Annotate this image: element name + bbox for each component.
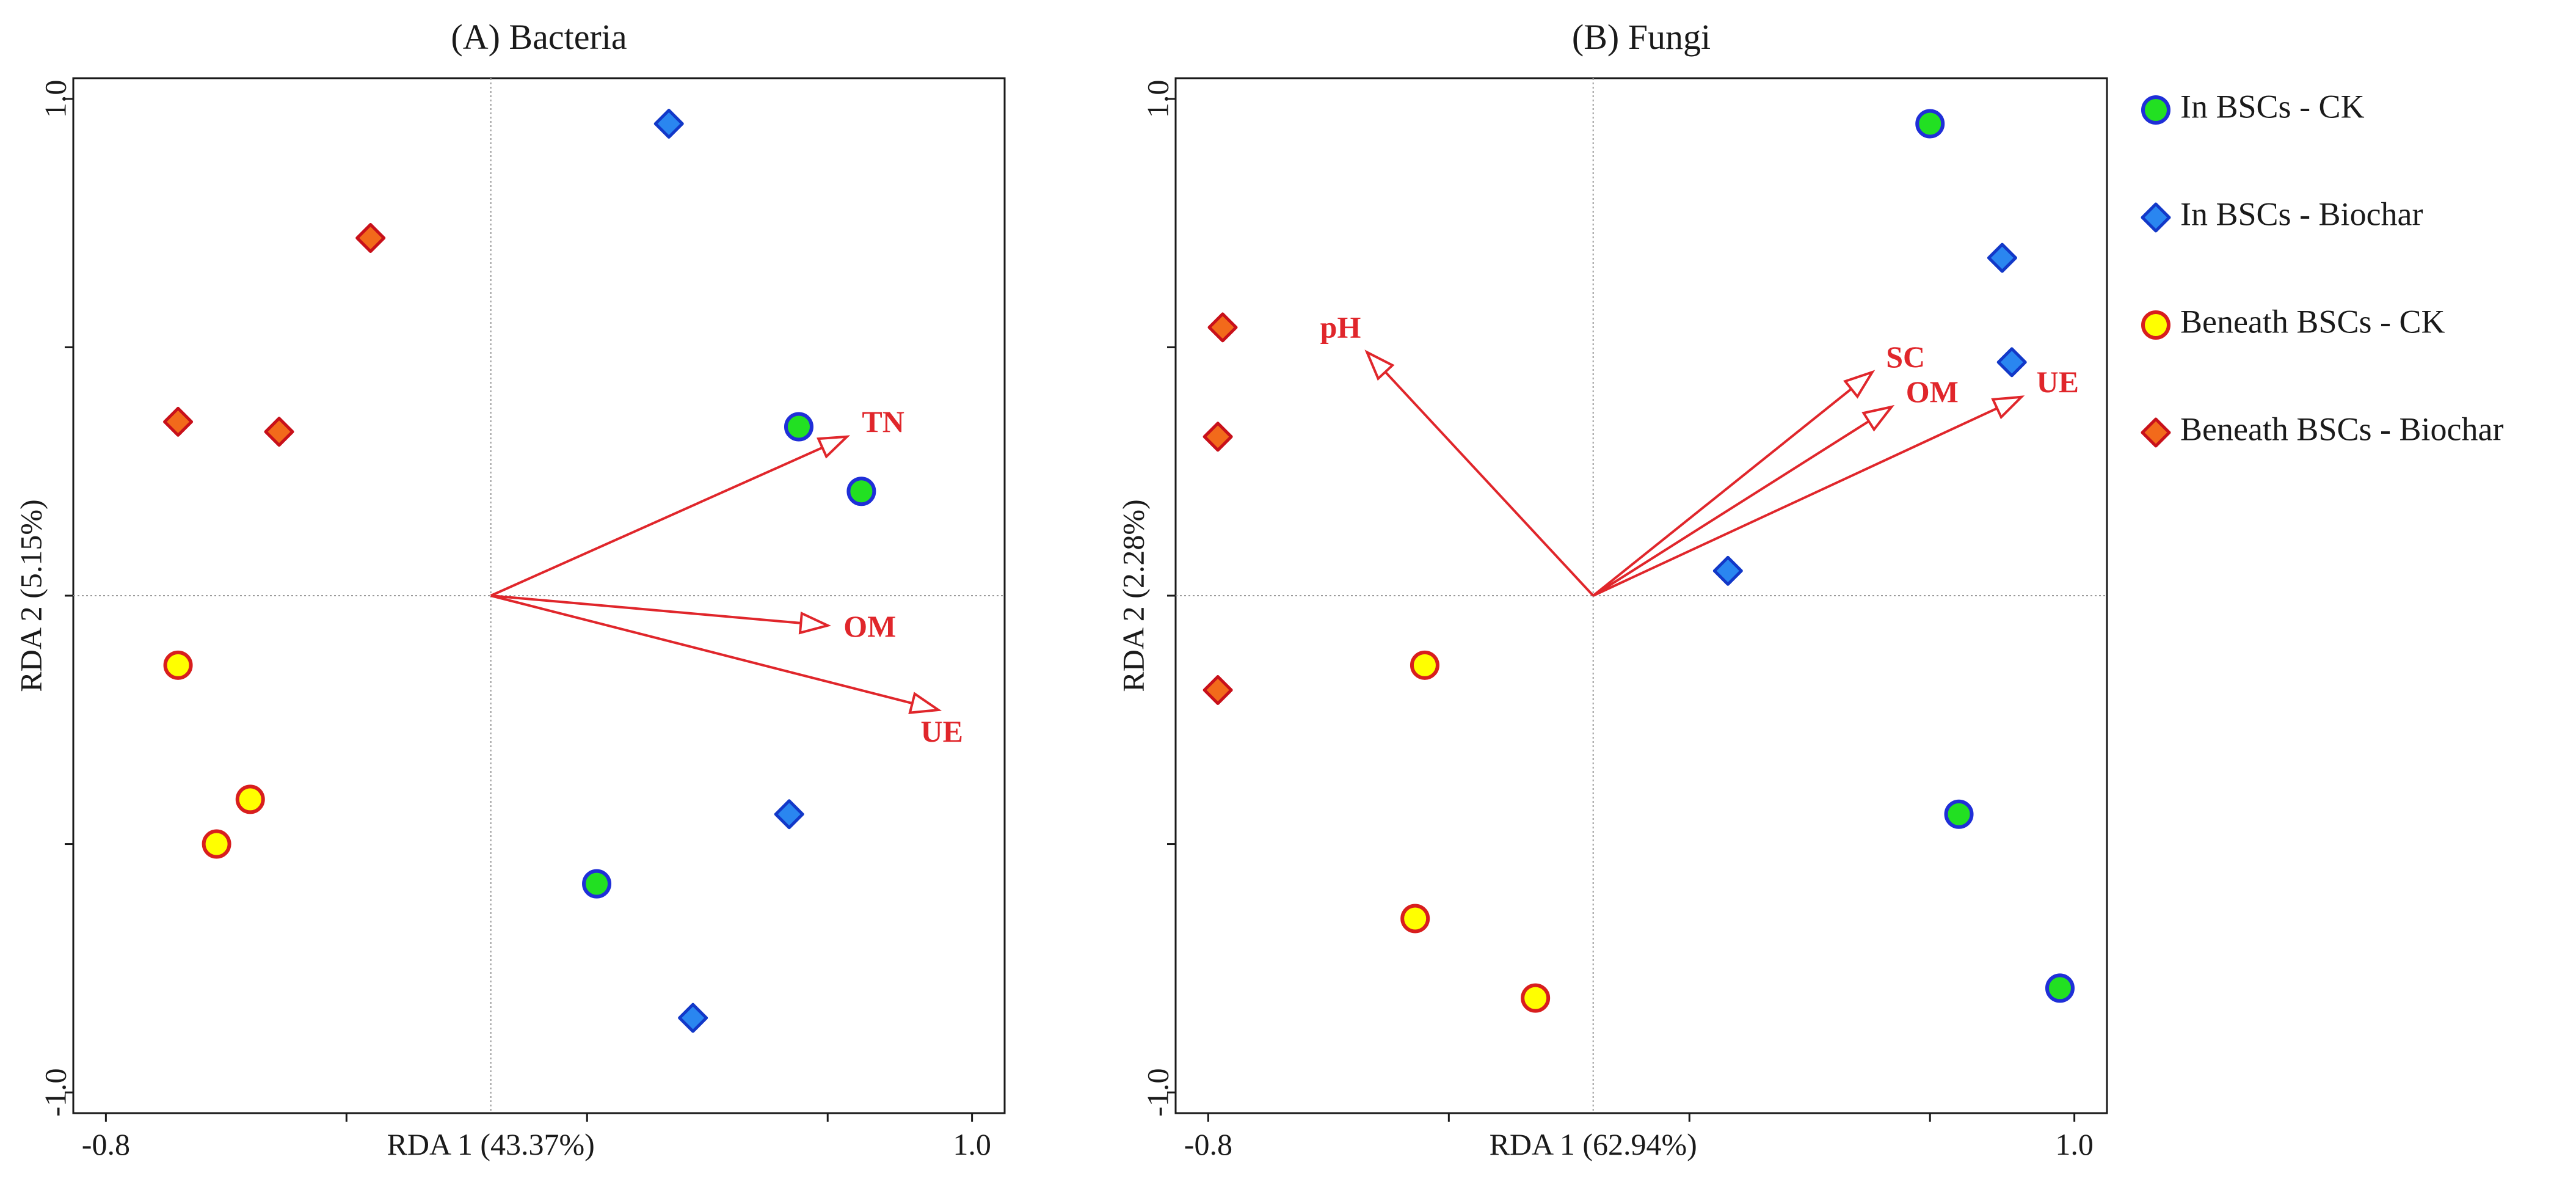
- series-in-bscs-ck: [582, 412, 876, 899]
- data-point: [2045, 973, 2075, 1003]
- panels: -0.8 1.0 1.0 -1.0 (A) Bacteria RDA 1 (43.37%)…: [13, 17, 2108, 1161]
- data-point: [1410, 650, 1439, 680]
- y-tick-label: -1.0: [1140, 1069, 1174, 1117]
- x-tick-label: 1.0: [2055, 1127, 2094, 1161]
- y-axis-label: RDA 2 (2.28%): [1116, 499, 1150, 692]
- y-tick-label: -1.0: [38, 1069, 72, 1117]
- x-axis-label: RDA 1 (43.37%): [387, 1127, 595, 1161]
- chart-title: (B) Fungi: [1572, 17, 1711, 57]
- x-tick-label: -0.8: [1184, 1127, 1232, 1161]
- data-point: [678, 1003, 708, 1033]
- series-in-bscs-biochar: [1712, 243, 2027, 586]
- data-point: [202, 829, 231, 859]
- arrow-label: UE: [2036, 365, 2078, 399]
- arrow-label: OM: [1906, 375, 1959, 409]
- x-tick-label: -0.8: [82, 1127, 130, 1161]
- arrow-sc: SC: [1592, 340, 1925, 597]
- arrow-label: pH: [1320, 310, 1361, 345]
- data-point: [1712, 555, 1743, 586]
- data-point: [1944, 799, 1974, 829]
- y-tick-label: 1.0: [1140, 80, 1174, 119]
- data-point: [582, 869, 612, 899]
- arrow-label: SC: [1886, 340, 1925, 374]
- arrow-head: [798, 611, 832, 635]
- legend-marker: [2141, 202, 2171, 233]
- data-point: [1400, 904, 1430, 934]
- legend-marker: [2141, 310, 2170, 340]
- arrow-ue: UE: [1592, 365, 2079, 597]
- series-beneath-bscs-biochar: [163, 223, 386, 447]
- arrow-om: OM: [1592, 375, 1959, 597]
- series-beneath-bscs-ck: [1400, 650, 1551, 1013]
- arrow-head: [1991, 395, 2025, 420]
- arrow-shaft: [1592, 388, 1852, 597]
- arrow-label: OM: [843, 609, 896, 643]
- arrow-ue: UE: [490, 594, 963, 748]
- data-point: [774, 799, 804, 830]
- arrow-head: [817, 435, 851, 459]
- data-point: [1202, 674, 1233, 705]
- data-point: [163, 650, 193, 680]
- arrow-shaft: [490, 594, 913, 705]
- data-point: [653, 109, 684, 139]
- arrow-label: TN: [862, 404, 904, 439]
- series-in-bscs-ck: [1915, 109, 2075, 1003]
- data-point: [1996, 347, 2027, 378]
- legend-item: Beneath BSCs - CK: [2141, 303, 2445, 340]
- x-tick-label: 1.0: [953, 1127, 991, 1161]
- arrow-om: OM: [490, 594, 896, 643]
- panel-1: -0.8 1.0 1.0 -1.0 (B) Fungi RDA 1 (62.94%) RDA…: [1116, 17, 2108, 1161]
- data-point: [264, 417, 294, 447]
- data-point: [1202, 422, 1233, 452]
- arrow-shaft: [1384, 371, 1595, 597]
- data-point: [846, 477, 876, 506]
- x-axis-label: RDA 1 (62.94%): [1490, 1127, 1697, 1161]
- series-beneath-bscs-biochar: [1202, 312, 1238, 705]
- arrow-head: [1364, 349, 1395, 381]
- legend-item: In BSCs - CK: [2141, 88, 2365, 125]
- panel-0: -0.8 1.0 1.0 -1.0 (A) Bacteria RDA 1 (43.37%)…: [13, 17, 1006, 1161]
- arrow-head: [1861, 404, 1895, 432]
- series-in-bscs-biochar: [653, 109, 804, 1033]
- legend-label: In BSCs - CK: [2180, 88, 2365, 125]
- legend-label: Beneath BSCs - CK: [2180, 303, 2445, 340]
- chart-title: (A) Bacteria: [451, 17, 627, 57]
- arrow-head: [908, 692, 942, 714]
- data-point: [1987, 243, 2017, 273]
- legend: In BSCs - CK In BSCs - Biochar Beneath BSC…: [2141, 88, 2503, 448]
- legend-label: In BSCs - Biochar: [2180, 196, 2423, 232]
- legend-item: Beneath BSCs - Biochar: [2141, 411, 2503, 448]
- data-point: [1521, 983, 1551, 1013]
- arrow-shaft: [1592, 407, 1998, 597]
- data-point: [235, 784, 265, 814]
- legend-marker: [2141, 95, 2170, 125]
- data-point: [355, 223, 386, 254]
- data-point: [1915, 109, 1945, 139]
- y-axis-label: RDA 2 (5.15%): [13, 499, 48, 692]
- arrow-shaft: [1592, 420, 1870, 597]
- arrow-tn: TN: [490, 404, 904, 597]
- legend-item: In BSCs - Biochar: [2141, 196, 2423, 233]
- y-tick-label: 1.0: [38, 80, 72, 119]
- arrow-label: UE: [921, 714, 963, 748]
- arrow-shaft: [490, 446, 823, 597]
- series-beneath-bscs-ck: [163, 650, 265, 859]
- arrow-ph: pH: [1320, 310, 1595, 597]
- data-point: [163, 406, 194, 437]
- legend-marker: [2141, 417, 2171, 448]
- arrow-head: [1843, 370, 1876, 399]
- data-point: [784, 412, 813, 442]
- data-point: [1207, 312, 1238, 343]
- arrow-shaft: [490, 594, 801, 624]
- legend-label: Beneath BSCs - Biochar: [2180, 411, 2503, 447]
